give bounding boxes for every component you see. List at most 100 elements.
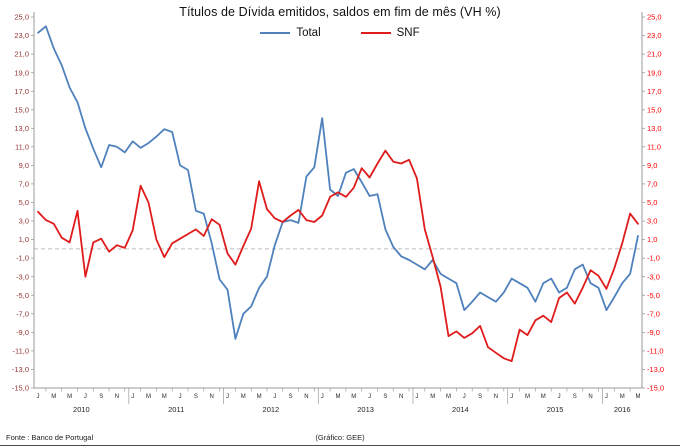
left-axis-tick-label: -5,0: [16, 291, 29, 300]
legend-label-snf: SNF: [396, 27, 420, 39]
year-tick-label: 2012: [263, 405, 280, 414]
month-tick-label: S: [194, 394, 198, 400]
left-axis-tick-label: -15,0: [12, 384, 29, 393]
year-tick-label: 2013: [357, 405, 374, 414]
month-tick-label: M: [636, 394, 641, 400]
month-tick-label: M: [541, 394, 546, 400]
month-tick-label: J: [558, 394, 561, 400]
month-tick-label: S: [573, 394, 577, 400]
left-axis-tick-label: -13,0: [12, 365, 29, 374]
year-tick-label: 2011: [168, 405, 184, 414]
right-axis-tick-label: 25,0: [647, 13, 662, 22]
month-tick-label: J: [415, 394, 418, 400]
month-tick-label: M: [146, 394, 151, 400]
right-axis-tick-label: 5,0: [647, 198, 657, 207]
legend-item-total: Total: [260, 27, 321, 39]
month-tick-label: J: [37, 394, 40, 400]
month-tick-label: M: [446, 394, 451, 400]
snf-line: [37, 149, 639, 363]
source-note: Fonte : Banco de Portugal: [6, 433, 94, 442]
total-line-swatch: [260, 32, 291, 34]
month-tick-label: M: [620, 394, 625, 400]
right-axis-tick-label: -1,0: [647, 254, 660, 263]
right-axis-tick-label: -3,0: [647, 272, 660, 281]
right-axis-tick-label: -7,0: [647, 309, 660, 318]
month-tick-label: M: [336, 394, 341, 400]
month-tick-label: J: [179, 394, 182, 400]
left-axis-tick-label: 9,0: [19, 161, 29, 170]
right-axis-tick-label: -11,0: [647, 347, 664, 356]
legend-label-total: Total: [296, 27, 321, 39]
month-tick-label: J: [131, 394, 134, 400]
month-tick-label: M: [430, 394, 435, 400]
right-axis-tick-label: 23,0: [647, 31, 662, 40]
month-tick-label: S: [478, 394, 482, 400]
right-axis-tick-label: -13,0: [647, 365, 664, 374]
left-axis-tick-label: 5,0: [19, 198, 29, 207]
month-tick-label: J: [226, 394, 229, 400]
month-tick-label: J: [510, 394, 513, 400]
year-tick-label: 2016: [614, 405, 631, 414]
right-axis-tick-label: 3,0: [647, 217, 657, 226]
month-tick-label: M: [351, 394, 356, 400]
month-tick-label: N: [304, 394, 308, 400]
right-axis-tick-label: 9,0: [647, 161, 657, 170]
right-axis-tick-label: -5,0: [647, 291, 660, 300]
month-tick-label: J: [463, 394, 466, 400]
right-axis-tick-label: 21,0: [647, 50, 662, 59]
month-tick-label: J: [273, 394, 276, 400]
left-axis-tick-label: 7,0: [19, 180, 29, 189]
left-axis-tick-label: 25,0: [14, 13, 29, 22]
left-axis-tick-label: -7,0: [16, 309, 29, 318]
right-axis-tick-label: 15,0: [647, 105, 662, 114]
month-tick-label: M: [51, 394, 56, 400]
left-axis-tick-label: 19,0: [14, 68, 29, 77]
left-axis-tick-label: 1,0: [19, 235, 29, 244]
left-axis-tick-label: 17,0: [14, 87, 29, 96]
month-tick-label: N: [399, 394, 403, 400]
year-tick-label: 2014: [452, 405, 469, 414]
chart-title: Títulos de Dívida emitidos, saldos em fi…: [179, 5, 501, 19]
month-tick-label: N: [210, 394, 214, 400]
month-tick-label: J: [368, 394, 371, 400]
credit-note: (Gráfico: GEE): [315, 433, 365, 442]
total-line: [37, 25, 639, 340]
right-axis-tick-label: 7,0: [647, 180, 657, 189]
legend-item-snf: SNF: [360, 27, 420, 39]
month-tick-label: M: [162, 394, 167, 400]
chart-legend: Total SNF: [0, 27, 680, 39]
left-axis-tick-label: -11,0: [12, 347, 29, 356]
left-axis-tick-label: 21,0: [14, 50, 29, 59]
month-tick-label: J: [84, 394, 87, 400]
right-axis-tick-label: -9,0: [647, 328, 660, 337]
month-tick-label: N: [588, 394, 592, 400]
left-axis-tick-label: -1,0: [16, 254, 29, 263]
left-axis-tick-label: -9,0: [16, 328, 29, 337]
left-axis-tick-label: 15,0: [14, 105, 29, 114]
month-tick-label: M: [241, 394, 246, 400]
month-tick-label: N: [494, 394, 498, 400]
left-axis-tick-label: 3,0: [19, 217, 29, 226]
right-axis-tick-label: 17,0: [647, 87, 662, 96]
year-tick-label: 2015: [547, 405, 564, 414]
month-tick-label: N: [115, 394, 119, 400]
snf-line-swatch: [360, 32, 391, 34]
left-axis-tick-label: 11,0: [15, 142, 29, 151]
right-axis-tick-label: 1,0: [647, 235, 657, 244]
right-axis-tick-label: -15,0: [647, 384, 664, 393]
month-tick-label: J: [321, 394, 324, 400]
month-tick-label: S: [99, 394, 103, 400]
month-tick-label: S: [383, 394, 387, 400]
year-tick-label: 2010: [73, 405, 90, 414]
right-axis-tick-label: 19,0: [647, 68, 662, 77]
left-axis-tick-label: 23,0: [14, 31, 29, 40]
right-axis-tick-label: 11,0: [647, 142, 661, 151]
left-axis-tick-label: 13,0: [14, 124, 29, 133]
left-axis-tick-label: -3,0: [16, 272, 29, 281]
month-tick-label: M: [67, 394, 72, 400]
month-tick-label: M: [257, 394, 262, 400]
month-tick-label: M: [525, 394, 530, 400]
month-tick-label: S: [289, 394, 293, 400]
